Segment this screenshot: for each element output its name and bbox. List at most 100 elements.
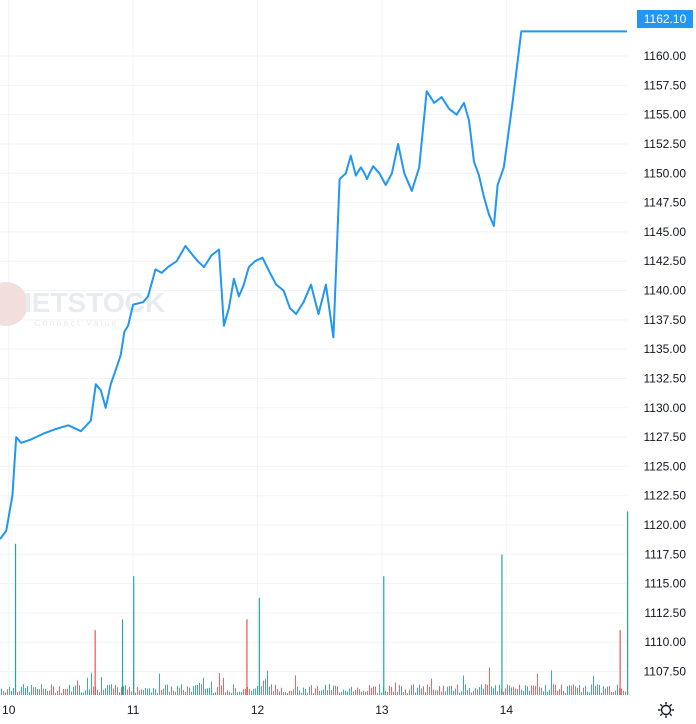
volume-bar: [37, 688, 38, 695]
volume-bar: [237, 692, 238, 695]
volume-bar: [255, 688, 256, 695]
volume-bar: [611, 692, 612, 695]
volume-bar: [543, 691, 544, 695]
volume-bar: [479, 687, 480, 695]
volume-bar: [437, 690, 438, 695]
volume-bar: [541, 687, 542, 695]
volume-bar: [143, 689, 144, 695]
volume-bar: [215, 692, 216, 695]
last-price-badge: [637, 10, 693, 28]
volume-bar: [361, 691, 362, 695]
y-tick-label: 1145.00: [644, 225, 687, 239]
volume-bar: [125, 685, 126, 695]
volume-bar: [583, 687, 584, 695]
volume-bar: [181, 684, 182, 695]
volume-bar: [367, 691, 368, 695]
volume-bar: [581, 692, 582, 695]
volume-bar: [283, 692, 284, 695]
volume-bar: [173, 690, 174, 695]
volume-bar: [43, 688, 44, 695]
volume-spike-2: [121, 619, 124, 695]
y-tick-label: 1115.00: [644, 577, 686, 591]
volume-bar: [241, 691, 242, 695]
volume-bar: [141, 689, 142, 695]
volume-bar: [379, 684, 380, 695]
volume-bar: [79, 685, 80, 695]
volume-bar: [427, 684, 428, 695]
volume-bar: [287, 692, 288, 695]
volume-bar: [395, 682, 396, 695]
volume-bar: [19, 691, 20, 695]
volume-bar: [335, 685, 336, 695]
volume-bar: [483, 688, 484, 695]
volume-bar: [365, 691, 366, 695]
y-tick-label: 1155.00: [644, 108, 687, 122]
volume-bar: [359, 689, 360, 695]
volume-bar: [579, 684, 580, 695]
x-axis[interactable]: 10 11 12 13 14: [2, 703, 513, 717]
y-tick-label: 1117.50: [644, 547, 686, 561]
volume-bar: [421, 688, 422, 695]
volume-bar: [387, 691, 388, 695]
volume-bar: [29, 692, 30, 695]
volume-bar: [107, 684, 108, 695]
volume-bar: [299, 690, 300, 695]
x-tick-label: 13: [375, 703, 389, 717]
volume-bar: [507, 684, 508, 695]
volume-bar: [161, 689, 162, 695]
volume-bar: [295, 675, 296, 695]
volume-bar: [429, 686, 430, 695]
gear-icon[interactable]: [658, 702, 674, 718]
y-tick-label: 1140.00: [644, 284, 687, 298]
volume-bar: [309, 686, 310, 695]
volume-bar: [519, 684, 520, 695]
volume-bar: [189, 687, 190, 695]
volume-bar: [547, 691, 548, 695]
volume-bar: [399, 684, 400, 695]
volume-bar: [463, 675, 464, 695]
volume-bar: [301, 692, 302, 695]
volume-bar: [443, 685, 444, 695]
volume-bar: [183, 689, 184, 695]
volume-spike-3: [133, 576, 135, 695]
volume-bar: [275, 684, 276, 695]
volume-bar: [61, 692, 62, 695]
volume-bar: [45, 688, 46, 695]
volume-bar: [495, 685, 496, 695]
volume-bar: [217, 686, 218, 695]
volume-bar: [317, 686, 318, 695]
price-line: [0, 30, 627, 540]
volume-bar: [569, 685, 570, 695]
volume-bar: [47, 690, 48, 695]
volume-bar: [49, 690, 50, 695]
volume-bar: [391, 686, 392, 695]
y-tick-label: 1147.50: [644, 196, 687, 210]
volume-bar: [273, 690, 274, 695]
volume-bar: [351, 686, 352, 695]
volume-bar: [381, 692, 382, 695]
volume-bar: [493, 688, 494, 695]
volume-bar: [355, 690, 356, 695]
volume-bar: [193, 686, 194, 695]
y-axis[interactable]: 1107.50 1110.00 1112.50 1115.00 1117.50 1120.…: [644, 49, 687, 679]
volume-bar: [415, 692, 416, 695]
volume-bar: [87, 677, 88, 695]
y-tick-label: 1152.50: [644, 137, 687, 151]
y-tick-label: 1125.00: [644, 459, 687, 473]
volume-bar: [225, 692, 226, 695]
volume-bar: [233, 684, 234, 695]
gear-icon-tooth: [659, 703, 663, 707]
volume-bar: [9, 687, 10, 695]
volume-bar: [369, 685, 370, 695]
volume-bar: [325, 684, 326, 695]
volume-bar: [371, 687, 372, 695]
volume-bar: [587, 691, 588, 695]
volume-spike-1: [94, 630, 96, 695]
watermark-logo: IETSTOCK Connect Value: [0, 282, 165, 328]
volume-bar: [305, 688, 306, 695]
volume-bar: [13, 687, 14, 695]
volume-bars: [1, 511, 629, 695]
y-tick-label: 1157.50: [644, 78, 687, 92]
y-tick-label: 1142.50: [644, 254, 687, 268]
